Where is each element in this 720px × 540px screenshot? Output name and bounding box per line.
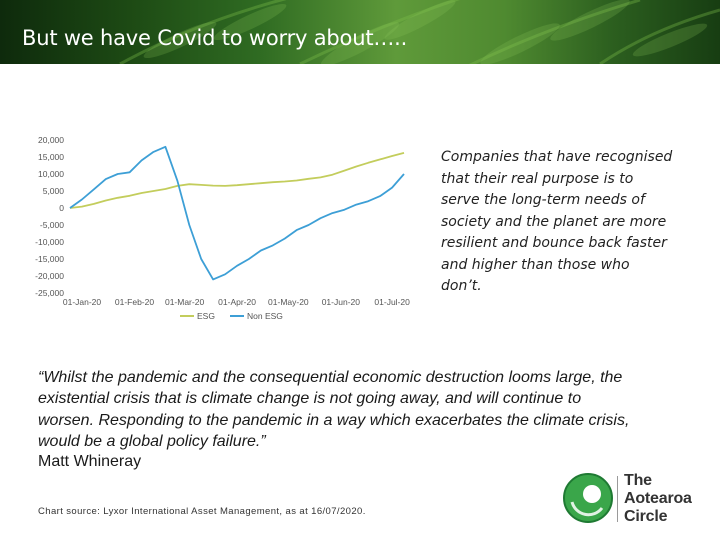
x-tick-label: 01-Apr-20 [218, 297, 256, 307]
y-tick-label: 20,000 [38, 135, 64, 145]
logo-line-the: The [624, 472, 652, 489]
y-tick-label: 5,000 [43, 186, 65, 196]
fern-background [119, 0, 720, 64]
y-tick-label: 0 [59, 203, 64, 213]
y-tick-label: -25,000 [35, 288, 64, 298]
header-banner: But we have Covid to worry about….. [0, 0, 720, 64]
series-line-non-esg [69, 145, 405, 281]
y-tick-label: 15,000 [38, 152, 64, 162]
legend-label: ESG [197, 311, 215, 321]
quote-text: “Whilst the pandemic and the consequenti… [38, 369, 630, 451]
quote-author: Matt Whineray [38, 453, 142, 470]
purpose-statement: Companies that have recognised that thei… [441, 149, 673, 294]
circle-logo-icon [563, 473, 613, 523]
logo-line-circle: Circle [624, 508, 668, 525]
y-tick-label: 10,000 [38, 169, 64, 179]
y-tick-label: -15,000 [35, 254, 64, 264]
y-tick-label: -20,000 [35, 271, 64, 281]
logo-line-aotearoa: Aotearoa [624, 490, 692, 507]
legend-label: Non ESG [247, 311, 283, 321]
page-title: But we have Covid to worry about….. [22, 26, 408, 50]
y-tick-label: -10,000 [35, 237, 64, 247]
aotearoa-circle-logo: The Aotearoa Circle [562, 470, 712, 530]
series-line-esg [69, 152, 405, 209]
logo-wordmark: The Aotearoa Circle [624, 472, 692, 526]
x-tick-label: 01-Jul-20 [374, 297, 410, 307]
x-tick-label: 01-Jan-20 [63, 297, 102, 307]
x-tick-label: 01-Feb-20 [115, 297, 154, 307]
x-tick-label: 01-Mar-20 [165, 297, 204, 307]
logo-divider [617, 476, 618, 522]
chart-source-note: Chart source: Lyxor International Asset … [38, 506, 366, 517]
y-tick-label: -5,000 [40, 220, 64, 230]
esg-line-chart: 20,000 15,000 10,000 5,000 0 -5,000 -10,000 -15… [35, 135, 410, 321]
x-tick-label: 01-Jun-20 [322, 297, 361, 307]
x-tick-label: 01-May-20 [268, 297, 309, 307]
